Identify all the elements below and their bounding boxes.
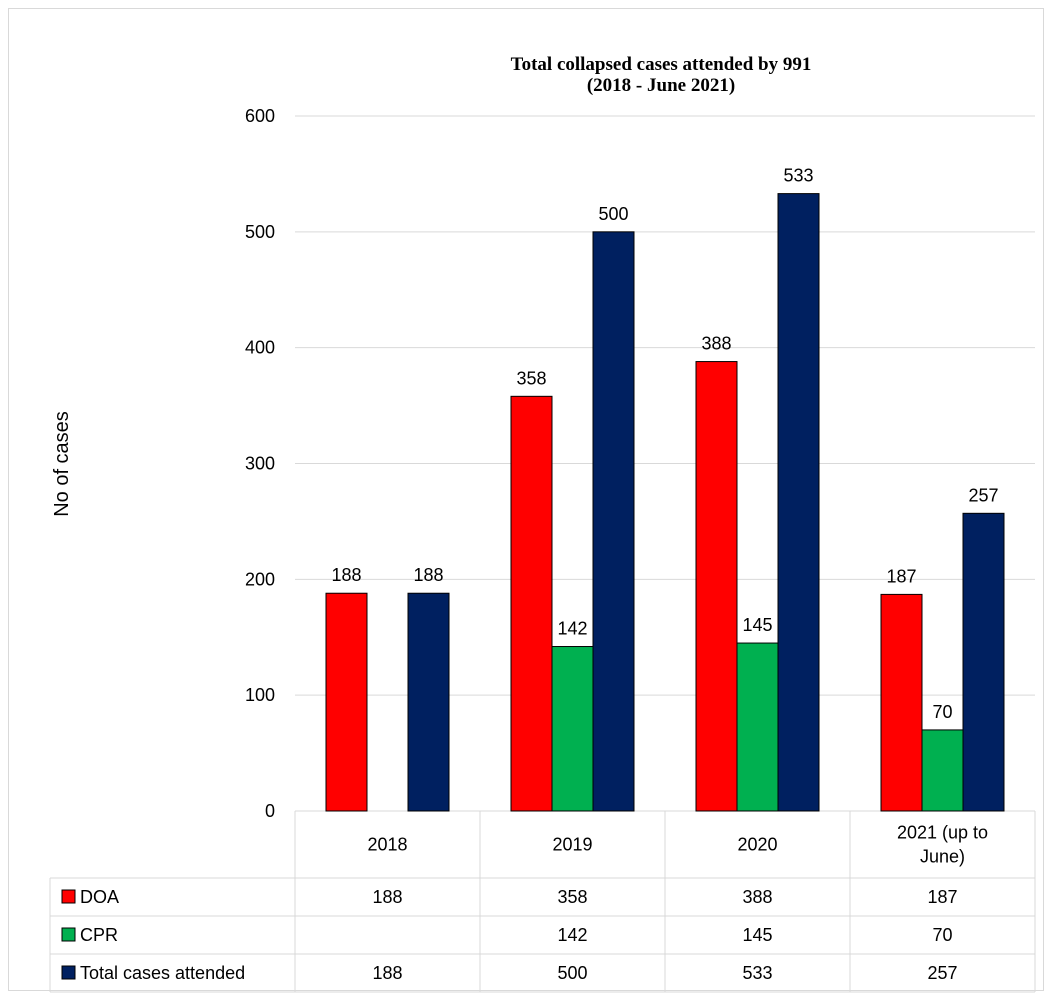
table-cell-value: 388 bbox=[742, 887, 772, 907]
chart-title-line-1: Total collapsed cases attended by 991 bbox=[511, 54, 812, 75]
data-label: 533 bbox=[783, 166, 813, 186]
table-cell-value: 533 bbox=[742, 963, 772, 983]
y-tick-label: 600 bbox=[245, 106, 275, 126]
gridlines bbox=[295, 115, 1035, 812]
data-label: 188 bbox=[413, 565, 443, 585]
bar-doa bbox=[325, 592, 368, 812]
legend-label: CPR bbox=[80, 925, 118, 945]
legend-swatch bbox=[61, 927, 76, 942]
y-axis-ticks: 0 100 200 300 400 500 600 bbox=[245, 106, 275, 821]
legend-label: DOA bbox=[80, 887, 119, 907]
table-cell-value: 500 bbox=[557, 963, 587, 983]
data-label: 388 bbox=[701, 334, 731, 354]
y-axis-label: No of cases bbox=[51, 411, 73, 517]
data-label: 188 bbox=[331, 565, 361, 585]
bar-cpr bbox=[921, 729, 964, 812]
category-label: June) bbox=[920, 847, 965, 867]
table-cell-value: 358 bbox=[557, 887, 587, 907]
data-label: 145 bbox=[742, 615, 772, 635]
bars bbox=[325, 193, 1005, 812]
data-label: 187 bbox=[886, 566, 916, 586]
table-cell-value: 188 bbox=[372, 963, 402, 983]
bar-cpr bbox=[736, 642, 779, 812]
data-label: 257 bbox=[968, 485, 998, 505]
data-label: 142 bbox=[557, 619, 587, 639]
y-tick-label: 300 bbox=[245, 454, 275, 474]
table-cell-value: 145 bbox=[742, 925, 772, 945]
data-labels: 188 188 358 142 500 388 145 533 187 70 257 bbox=[331, 166, 998, 722]
category-label: 2019 bbox=[552, 835, 592, 855]
y-tick-label: 0 bbox=[265, 801, 275, 821]
data-label: 70 bbox=[932, 702, 952, 722]
bar-doa bbox=[695, 361, 738, 812]
table-cell-value: 188 bbox=[372, 887, 402, 907]
table-cell-value: 187 bbox=[927, 887, 957, 907]
legend-swatch bbox=[61, 889, 76, 904]
y-tick-label: 400 bbox=[245, 338, 275, 358]
chart-title-line-2: (2018 - June 2021) bbox=[587, 75, 735, 96]
bar-total-cases-attended bbox=[407, 592, 450, 812]
bar-total-cases-attended bbox=[777, 193, 820, 812]
y-tick-label: 500 bbox=[245, 222, 275, 242]
category-label: 2020 bbox=[737, 835, 777, 855]
legend-label: Total cases attended bbox=[80, 963, 245, 983]
y-tick-label: 100 bbox=[245, 685, 275, 705]
legend-swatch bbox=[61, 965, 76, 980]
bar-doa bbox=[880, 593, 923, 812]
y-tick-label: 200 bbox=[245, 569, 275, 589]
bar-total-cases-attended bbox=[962, 512, 1005, 812]
bar-cpr bbox=[551, 646, 594, 812]
data-label: 500 bbox=[598, 204, 628, 224]
category-label: 2021 (up to bbox=[897, 823, 988, 843]
table-cell-value: 70 bbox=[932, 925, 952, 945]
category-label: 2018 bbox=[367, 835, 407, 855]
table-cell-value: 257 bbox=[927, 963, 957, 983]
table-cell-value: 142 bbox=[557, 925, 587, 945]
data-table: 2018 2019 2020 2021 (up to June) DOA 188 358 388… bbox=[49, 811, 1036, 993]
bar-doa bbox=[510, 395, 553, 812]
data-label: 358 bbox=[516, 368, 546, 388]
bar-total-cases-attended bbox=[592, 231, 635, 812]
